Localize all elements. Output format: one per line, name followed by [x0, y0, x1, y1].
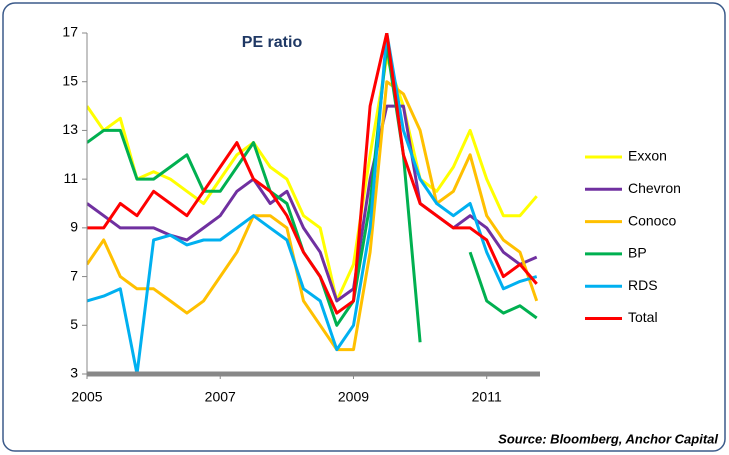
legend-label: BP [628, 245, 647, 261]
y-tick-label: 9 [70, 219, 78, 235]
series-line [87, 104, 538, 303]
legend-label: Total [628, 309, 658, 325]
series-line [87, 33, 538, 315]
y-tick-label: 5 [70, 316, 78, 332]
source-note: Source: Bloomberg, Anchor Capital [498, 431, 718, 446]
series-line [87, 80, 539, 352]
y-tick-label: 11 [63, 170, 78, 186]
legend-label: RDS [628, 277, 658, 293]
legend-label: Exxon [628, 148, 667, 164]
chart-title: PE ratio [242, 34, 303, 51]
plot-area [87, 33, 539, 374]
series-line [87, 43, 538, 343]
x-tick-label: 2011 [472, 389, 502, 405]
series-line [87, 33, 538, 374]
y-tick-label: 17 [62, 24, 78, 40]
x-tick-label: 2007 [205, 389, 236, 405]
x-tick-label: 2009 [338, 389, 369, 405]
legend-label: Chevron [628, 180, 681, 196]
y-tick-label: 7 [70, 267, 78, 283]
y-tick-label: 15 [62, 72, 78, 88]
series-line [87, 55, 538, 303]
x-tick-label: 2005 [71, 389, 102, 405]
y-tick-label: 3 [70, 365, 78, 381]
y-tick-label: 13 [62, 121, 78, 137]
legend-label: Conoco [628, 212, 676, 228]
